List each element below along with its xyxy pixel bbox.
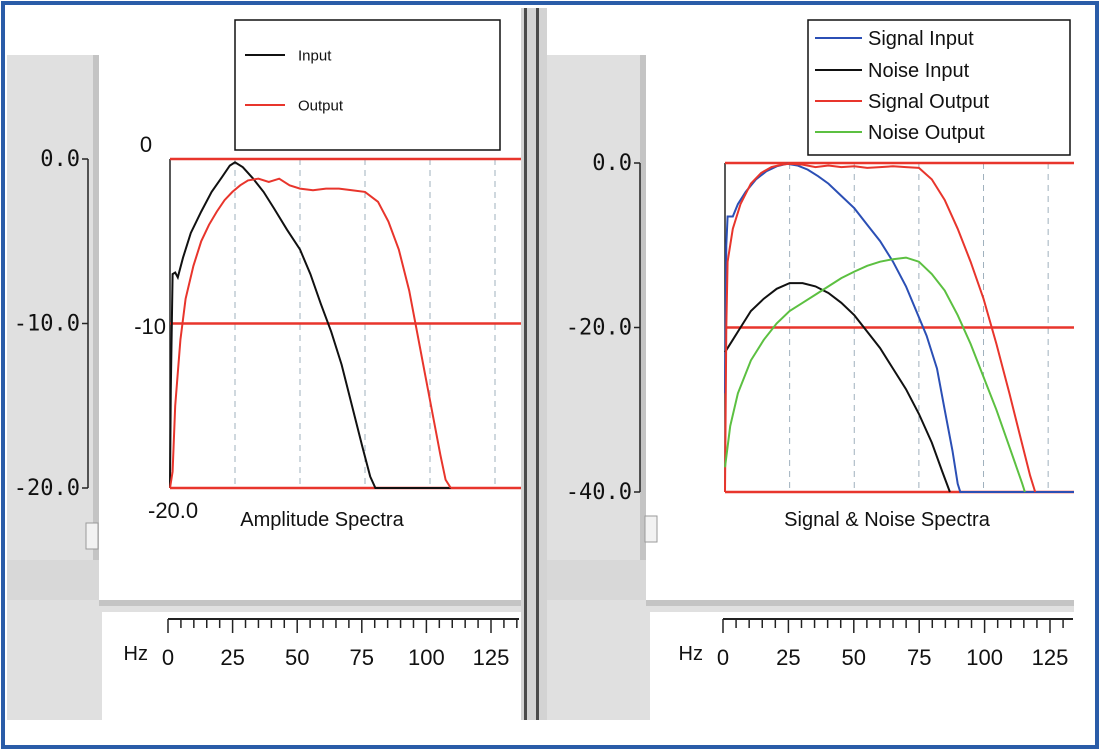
hz-tick-label: 75 xyxy=(350,645,374,670)
legend-box xyxy=(234,19,501,151)
right-scroll-thumb[interactable] xyxy=(644,515,658,543)
left-scroll-thumb[interactable] xyxy=(85,522,99,550)
hz-tick-label: 0 xyxy=(717,645,729,670)
left-hscroll-edge xyxy=(99,600,524,606)
hz-tick-label: 100 xyxy=(408,645,445,670)
left-hz-ruler-area xyxy=(102,612,524,720)
right-hscroll-edge xyxy=(646,600,1074,606)
inner-y-tick-label: -20.0 xyxy=(148,498,198,523)
outer-y-tick-label: -10.0 xyxy=(14,312,80,337)
inner-y-tick-label: -10 xyxy=(134,314,166,339)
legend-label: Noise Input xyxy=(868,60,970,82)
outer-y-axis: 0.0 -10.0 -20.0 xyxy=(14,147,89,501)
right-scrollbar-edge xyxy=(640,55,646,720)
hz-tick-label: 25 xyxy=(776,645,800,670)
outer-y-axis: 0.0 -20.0 -40.0 xyxy=(566,151,641,505)
hz-tick-label: 0 xyxy=(162,645,174,670)
left-scrollbar-edge xyxy=(93,55,99,720)
inner-y-tick-label: 0 xyxy=(140,132,152,157)
outer-y-tick-label: -20.0 xyxy=(566,316,632,341)
series-line-noise-input xyxy=(724,282,951,493)
splitter-line-left xyxy=(524,8,527,720)
legend-label: Input xyxy=(298,47,332,64)
hz-tick-label: 100 xyxy=(966,645,1003,670)
outer-y-tick-label: 0.0 xyxy=(40,147,80,172)
chart-1: 0.0 -10.0 -20.0 0 -10 -20.0 Amplitude Spectra 0… xyxy=(14,19,521,670)
hz-tick-label: 50 xyxy=(842,645,866,670)
hz-ruler: 0 25 50 75 100 125 Hz xyxy=(679,618,1073,670)
hz-ruler: 0 25 50 75 100 125 Hz xyxy=(124,618,519,670)
series-line-noise-output xyxy=(724,256,1026,493)
series-line-output xyxy=(169,177,452,489)
outer-y-tick-label: 0.0 xyxy=(592,151,632,176)
chart-title: Amplitude Spectra xyxy=(240,509,404,531)
series-line-signal-output xyxy=(724,162,1037,493)
legend-label: Output xyxy=(298,97,344,114)
legend-label: Signal Output xyxy=(868,91,990,113)
hz-tick-label: 125 xyxy=(473,645,510,670)
outer-y-tick-label: -40.0 xyxy=(566,480,632,505)
hz-axis-label: Hz xyxy=(124,643,148,665)
chart-2: 0.0 -20.0 -40.0 Signal & Noise Spectra 0 25 50… xyxy=(566,19,1074,670)
hz-tick-label: 50 xyxy=(285,645,309,670)
right-hz-ruler-area xyxy=(650,612,1074,720)
splitter-line-right xyxy=(536,8,539,720)
right-corner xyxy=(546,560,646,600)
hz-tick-label: 75 xyxy=(907,645,931,670)
outer-y-tick-label: -20.0 xyxy=(14,476,80,501)
chart-title: Signal & Noise Spectra xyxy=(784,509,991,531)
legend: Signal Input Noise Input Signal Output Nois… xyxy=(807,19,1071,156)
hz-tick-label: 125 xyxy=(1032,645,1069,670)
legend: Input Output xyxy=(234,19,501,151)
left-corner xyxy=(7,560,99,600)
hz-axis-label: Hz xyxy=(679,643,703,665)
legend-label: Noise Output xyxy=(868,122,985,144)
series-line-signal-input xyxy=(724,162,1074,493)
legend-label: Signal Input xyxy=(868,28,974,50)
hz-tick-label: 25 xyxy=(220,645,244,670)
right-panel xyxy=(546,55,1074,720)
